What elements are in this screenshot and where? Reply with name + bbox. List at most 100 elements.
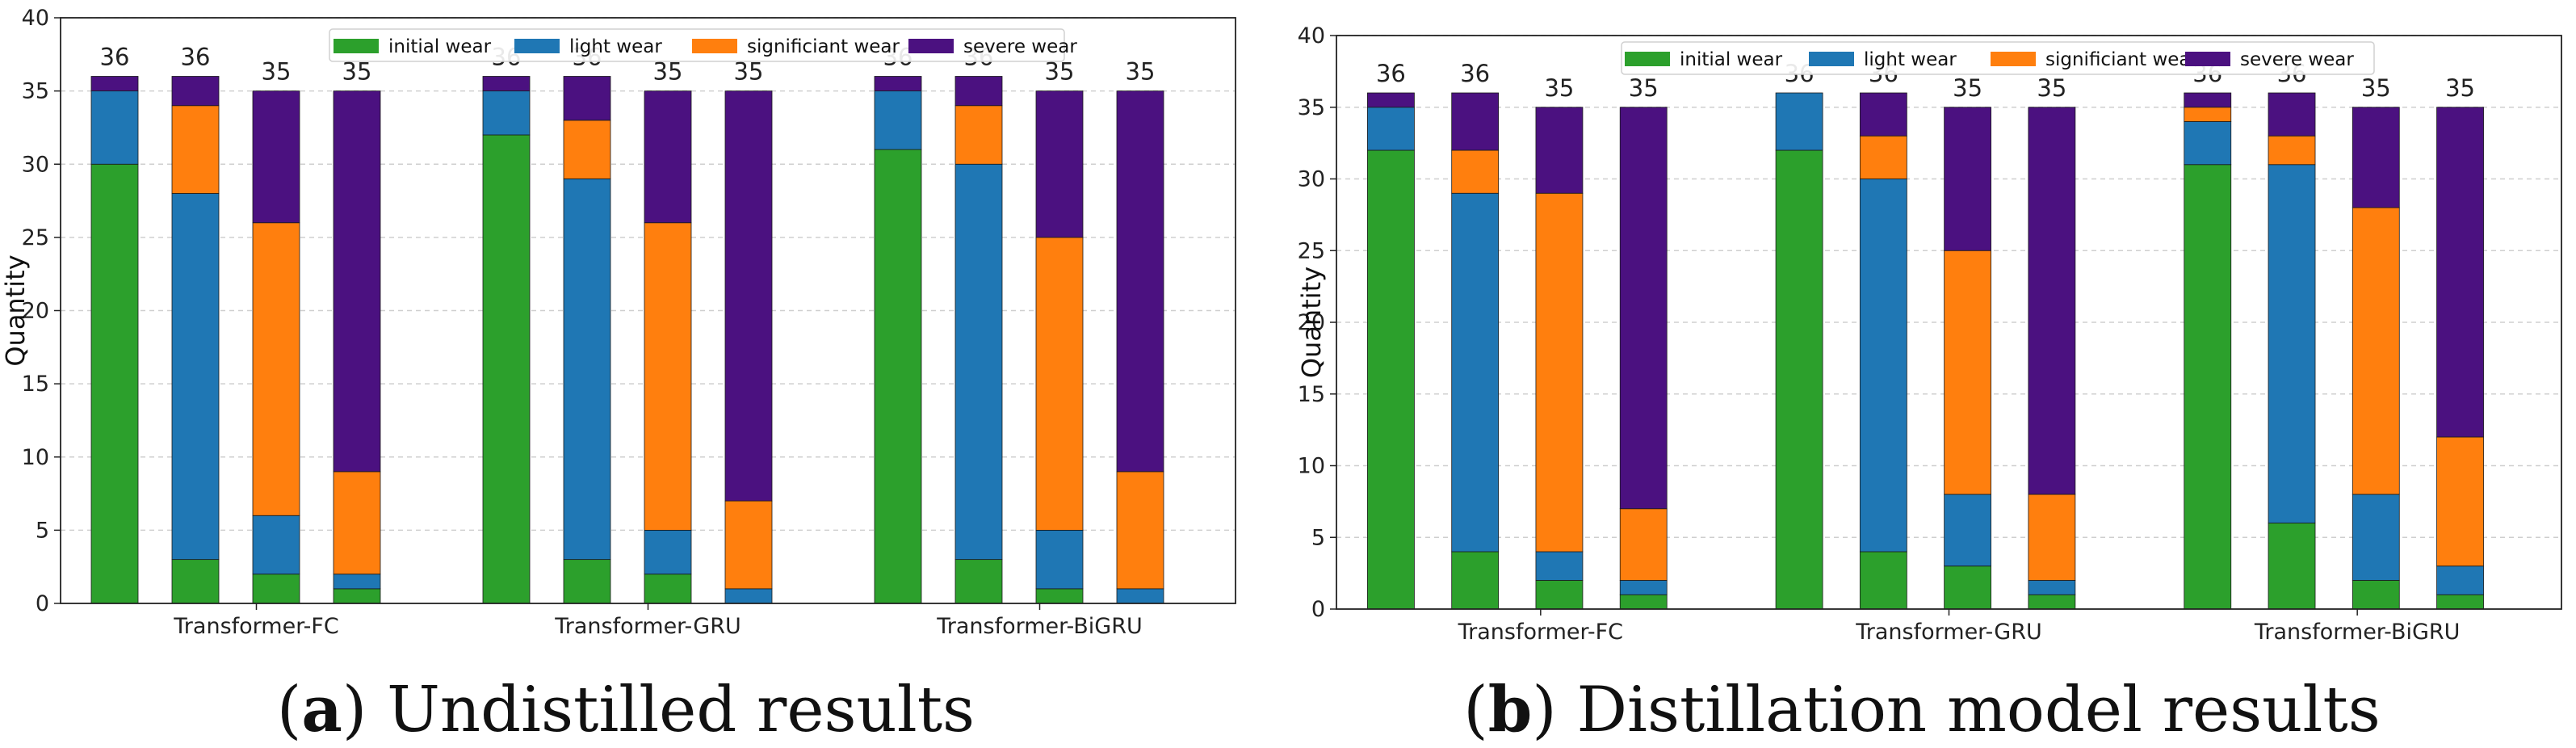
legend-label: significiant wear	[2045, 49, 2199, 70]
y-tick-label: 0	[36, 591, 49, 616]
bar-total-label: 35	[2445, 74, 2475, 102]
bar-segment-light-wear	[1619, 580, 1668, 595]
bar-total-label: 35	[1953, 74, 1982, 102]
bar-total-label: 35	[653, 58, 683, 86]
bar-segment-initial-wear	[2436, 594, 2484, 610]
bar-segment-initial-wear	[2268, 523, 2316, 610]
bar-segment-severe-wear	[1367, 92, 1415, 108]
bar-segment-light-wear	[2268, 164, 2316, 523]
bar-segment-significiant-wear	[563, 120, 611, 179]
bar-segment-severe-wear	[482, 76, 531, 92]
bar-segment-severe-wear	[2352, 107, 2400, 208]
bar-segment-initial-wear	[1451, 551, 1500, 610]
bar-segment-severe-wear	[1619, 107, 1668, 510]
bar-segment-significiant-wear	[333, 471, 381, 575]
bar-segment-initial-wear	[2352, 580, 2400, 610]
y-tick-label: 10	[1298, 454, 1325, 479]
category-label: Transformer-FC	[1458, 620, 1623, 645]
legend-swatch	[692, 39, 737, 53]
caption-label: a	[301, 673, 342, 746]
bar-segment-light-wear	[2436, 565, 2484, 595]
bar-segment-light-wear	[1451, 192, 1500, 553]
legend-swatch	[1809, 52, 1854, 66]
legend-swatch	[514, 39, 560, 53]
bar-segment-light-wear	[874, 90, 922, 150]
bar-segment-significiant-wear	[252, 222, 300, 516]
y-tick-label: 30	[1298, 167, 1325, 192]
bar-segment-severe-wear	[2028, 107, 2076, 495]
bar-segment-severe-wear	[1535, 107, 1584, 194]
bar-segment-initial-wear	[171, 559, 220, 604]
y-tick-label: 40	[22, 6, 49, 31]
y-axis-label: Quantity	[1296, 267, 1327, 378]
y-tick-label: 15	[1298, 382, 1325, 407]
plot-frame	[1336, 35, 2562, 610]
bar-segment-severe-wear	[1116, 90, 1164, 473]
bar-segment-initial-wear	[954, 559, 1003, 604]
legend-swatch	[1625, 52, 1670, 66]
bar-segment-severe-wear	[333, 90, 381, 473]
bar-segment-light-wear	[2352, 494, 2400, 581]
bar-segment-initial-wear	[1619, 594, 1668, 610]
y-tick-label: 25	[22, 225, 49, 250]
legend-swatch	[2185, 52, 2230, 66]
legend-label: significiant wear	[747, 36, 900, 57]
y-tick-label: 40	[1298, 23, 1325, 48]
bar-total-label: 36	[1460, 60, 1490, 87]
y-tick-label: 5	[36, 518, 49, 543]
bar-segment-severe-wear	[1451, 92, 1500, 151]
bar-total-label: 36	[100, 44, 130, 71]
y-tick-label: 10	[22, 445, 49, 470]
bar-segment-significiant-wear	[2436, 436, 2484, 567]
bar-segment-light-wear	[563, 178, 611, 561]
bar-segment-initial-wear	[482, 134, 531, 604]
bar-segment-severe-wear	[1859, 92, 1907, 137]
caption-text: ) Distillation model results	[1532, 674, 2381, 746]
bar-segment-severe-wear	[2268, 92, 2316, 137]
bar-segment-initial-wear	[1775, 149, 1823, 610]
bar-segment-severe-wear	[1035, 90, 1084, 238]
bar-segment-severe-wear	[724, 90, 773, 502]
bar-segment-initial-wear	[1367, 149, 1415, 610]
legend-label: initial wear	[1680, 49, 1783, 70]
legend: initial wear light wear significiant wear s…	[1621, 41, 2375, 75]
legend: initial wear light wear significiant wear s…	[329, 28, 1077, 62]
legend-label: severe wear	[2240, 49, 2354, 70]
bar-segment-light-wear	[90, 90, 139, 165]
bar-total-label: 35	[262, 58, 292, 86]
bar-segment-light-wear	[171, 193, 220, 561]
category-label: Transformer-BiGRU	[2254, 620, 2461, 645]
bar-segment-significiant-wear	[1116, 471, 1164, 590]
bar-segment-light-wear	[252, 515, 300, 575]
bar-segment-significiant-wear	[2352, 207, 2400, 495]
bar-segment-light-wear	[482, 90, 531, 136]
bar-segment-light-wear	[2184, 121, 2232, 166]
bar-segment-light-wear	[333, 574, 381, 590]
bar-segment-significiant-wear	[1451, 149, 1500, 194]
chart-b: 051015202530354036363535Transformer-FC36…	[1296, 23, 2562, 746]
bar-total-label: 35	[2361, 74, 2391, 102]
bar-total-label: 36	[181, 44, 211, 71]
bar-total-label: 35	[1629, 74, 1659, 102]
y-tick-label: 20	[22, 299, 49, 324]
bar-segment-light-wear	[954, 163, 1003, 561]
legend-swatch	[908, 39, 954, 53]
bar-segment-significiant-wear	[1944, 250, 1992, 495]
bar-segment-light-wear	[1775, 92, 1823, 151]
bar-segment-initial-wear	[1944, 565, 1992, 610]
bar-segment-light-wear	[1367, 107, 1415, 151]
plot-frame	[60, 17, 1236, 604]
y-tick-label: 25	[1298, 238, 1325, 263]
bar-segment-light-wear	[1944, 494, 1992, 567]
bar-segment-severe-wear	[90, 76, 139, 92]
category-label: Transformer-FC	[173, 614, 338, 639]
bar-total-label: 35	[734, 58, 764, 86]
bar-segment-significiant-wear	[1535, 192, 1584, 553]
category-label: Transformer-GRU	[554, 614, 740, 639]
bar-total-label: 35	[1126, 58, 1156, 86]
bar-total-label: 35	[1544, 74, 1574, 102]
bar-segment-severe-wear	[2436, 107, 2484, 438]
bar-segment-significiant-wear	[954, 105, 1003, 165]
bar-segment-severe-wear	[954, 76, 1003, 107]
